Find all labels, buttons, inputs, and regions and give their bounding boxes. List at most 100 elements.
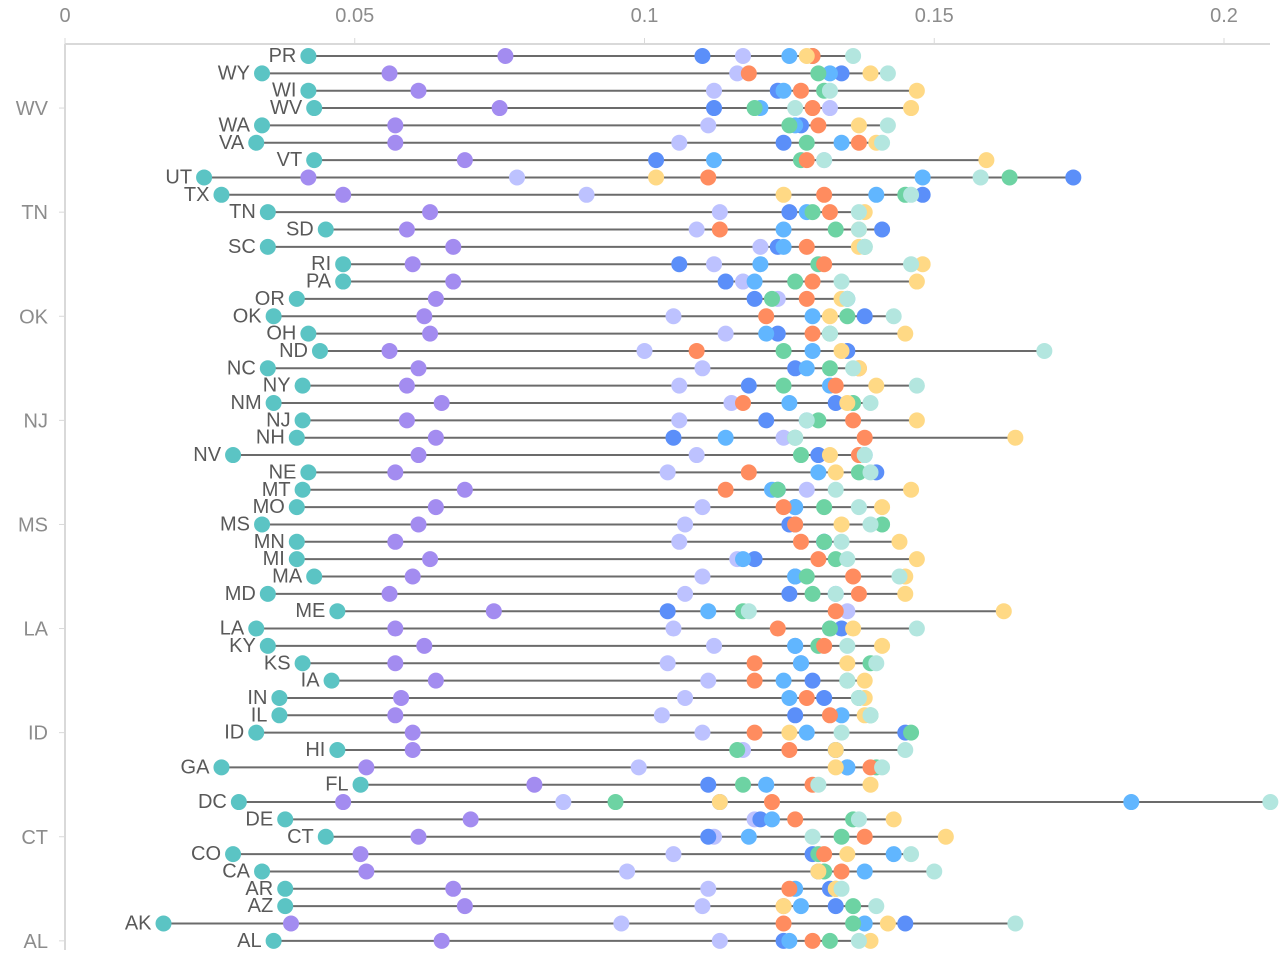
state-label: UT	[165, 166, 192, 188]
row-mn: MN	[254, 531, 908, 553]
dot-series-4	[665, 429, 682, 446]
dot-series-3	[711, 204, 728, 221]
state-label: VT	[277, 149, 303, 171]
dot-series-9	[821, 325, 838, 342]
dot-series-5	[792, 898, 809, 915]
dot-series-2	[456, 898, 473, 915]
y-tick-label: NJ	[24, 410, 48, 432]
dot-series-2	[433, 932, 450, 949]
dot-series-4	[833, 65, 850, 82]
dot-series-2	[445, 238, 462, 255]
row-wa: WA	[219, 114, 896, 136]
row-tn: TN	[229, 201, 873, 223]
dot-series-2	[387, 655, 404, 672]
dot-series-5	[763, 811, 780, 828]
dot-series-5	[1123, 794, 1140, 811]
row-me: ME	[295, 600, 1012, 622]
dot-series-4	[746, 551, 763, 568]
dot-series-8	[648, 169, 665, 186]
state-label: KY	[229, 635, 256, 657]
dot-series-1	[317, 221, 334, 238]
state-label: WV	[270, 97, 303, 119]
dot-series-2	[335, 186, 352, 203]
state-label: DE	[245, 808, 273, 830]
row-la: LA	[220, 618, 925, 640]
dot-series-4	[671, 256, 688, 273]
state-label: ME	[295, 600, 325, 622]
dot-series-8	[827, 759, 844, 776]
dot-series-1	[288, 551, 305, 568]
dot-series-8	[897, 585, 914, 602]
dot-series-9	[827, 481, 844, 498]
dot-series-6	[874, 516, 891, 533]
dot-series-1	[254, 65, 271, 82]
dot-series-7	[810, 551, 827, 568]
dot-series-4	[804, 672, 821, 689]
dot-series-5	[787, 499, 804, 516]
dot-series-9	[833, 724, 850, 741]
dot-series-6	[775, 377, 792, 394]
dot-series-8	[879, 915, 896, 932]
dot-series-2	[387, 134, 404, 151]
dot-series-7	[763, 794, 780, 811]
dot-series-7	[746, 655, 763, 672]
dot-series-3	[671, 412, 688, 429]
dot-series-8	[833, 516, 850, 533]
dot-series-7	[833, 863, 850, 880]
state-label: CO	[191, 843, 221, 865]
dot-series-7	[775, 499, 792, 516]
dot-series-9	[891, 568, 908, 585]
state-label: FL	[325, 774, 348, 796]
dot-series-9	[850, 221, 867, 238]
dot-series-2	[358, 863, 375, 880]
dot-series-8	[711, 794, 728, 811]
dot-series-3	[706, 256, 723, 273]
dot-series-6	[781, 117, 798, 134]
dot-series-7	[804, 100, 821, 117]
row-nc: NC	[227, 357, 867, 379]
state-label: NH	[256, 427, 285, 449]
dot-series-8	[839, 395, 856, 411]
dot-series-8	[775, 186, 792, 203]
dot-series-7	[740, 65, 757, 82]
dot-series-3	[665, 620, 682, 637]
state-label: MA	[272, 566, 303, 588]
dot-series-3	[700, 672, 717, 689]
dot-series-7	[856, 429, 873, 446]
dot-series-6	[845, 915, 862, 932]
state-label: TX	[184, 184, 210, 206]
row-nv: NV	[193, 444, 873, 466]
dot-series-9	[839, 672, 856, 689]
dot-series-3	[688, 447, 705, 464]
row-hi: HI	[305, 739, 914, 761]
dot-series-8	[903, 481, 920, 498]
state-label: CT	[287, 826, 314, 848]
dot-series-4	[914, 186, 931, 203]
row-pr: PR	[269, 45, 862, 67]
row-wy: WY	[218, 62, 896, 84]
dot-series-1	[230, 794, 247, 811]
dot-series-1	[288, 533, 305, 550]
state-label: WA	[219, 114, 251, 136]
dot-series-3	[700, 880, 717, 897]
dot-series-3	[729, 65, 746, 82]
dot-series-1	[288, 499, 305, 516]
dot-series-5	[885, 846, 902, 863]
state-label: IN	[247, 687, 267, 709]
row-ri: RI	[311, 253, 931, 275]
dot-series-4	[700, 828, 717, 845]
dot-series-2	[381, 65, 398, 82]
dot-series-9	[926, 863, 943, 880]
dot-series-3	[711, 932, 728, 949]
state-label: IL	[251, 704, 268, 726]
y-tick-label: AL	[24, 931, 48, 953]
state-label: ND	[279, 340, 308, 362]
dot-series-5	[735, 551, 752, 568]
dot-series-3	[717, 325, 734, 342]
dot-series-9	[1262, 794, 1279, 811]
dot-series-8	[833, 342, 850, 359]
dot-series-1	[248, 134, 265, 151]
dot-series-6	[816, 533, 833, 550]
dot-series-4	[659, 603, 676, 620]
dot-series-8	[885, 811, 902, 828]
